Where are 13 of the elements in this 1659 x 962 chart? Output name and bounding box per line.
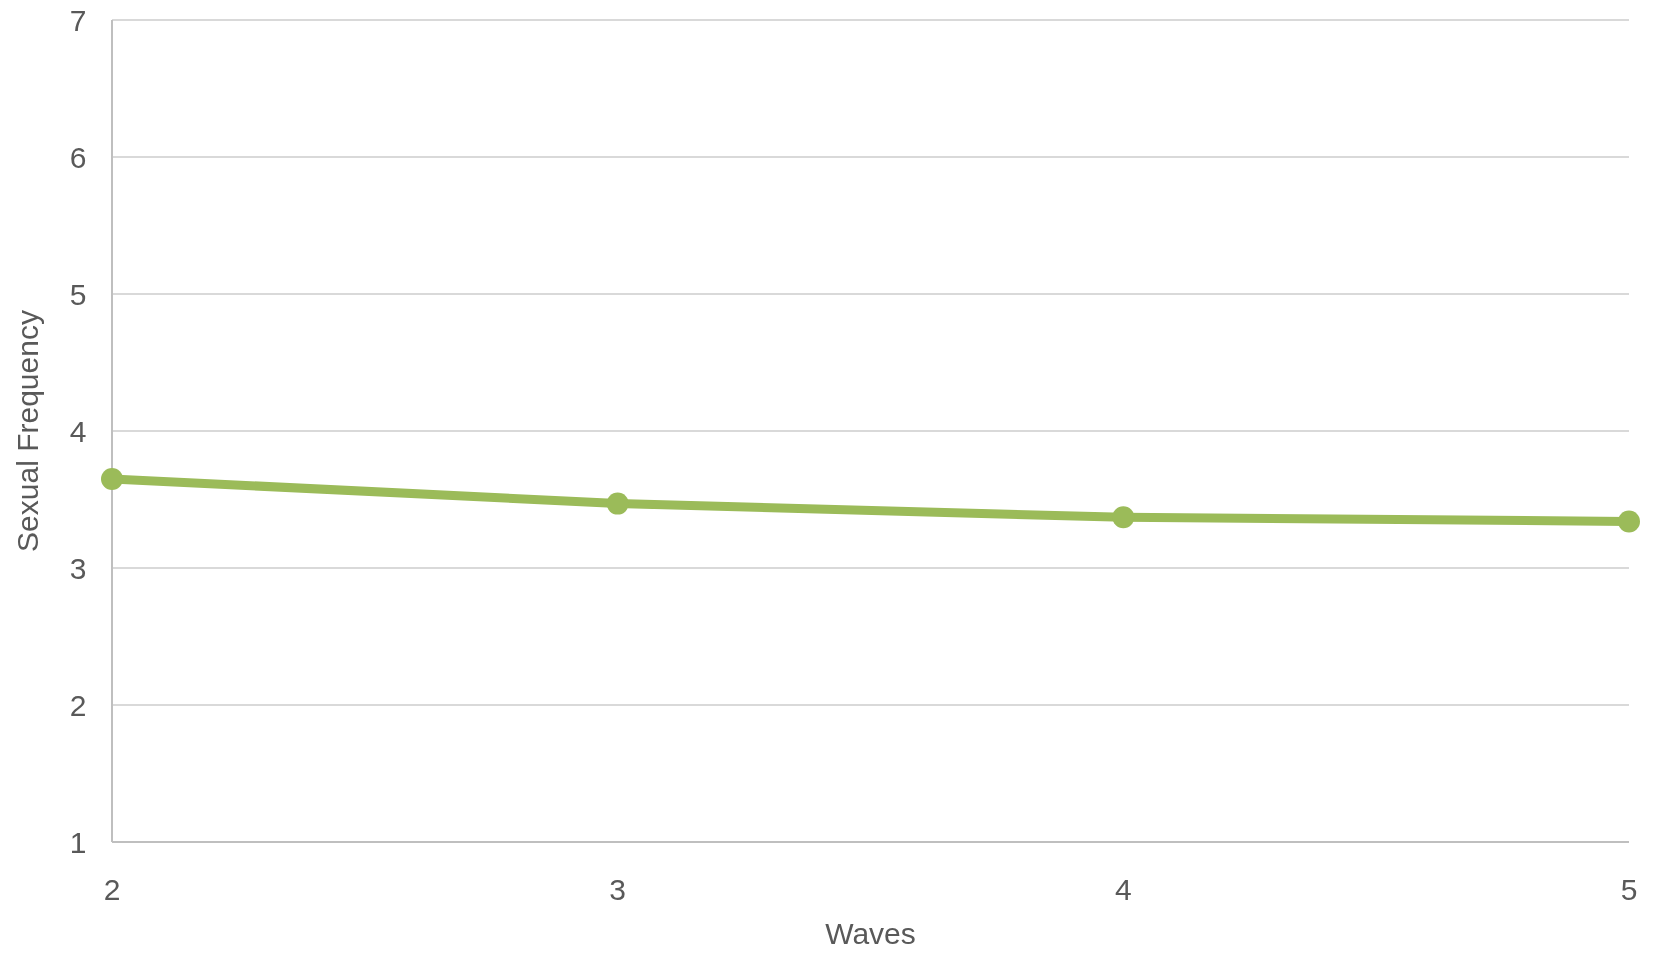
y-tick-label: 5 <box>69 277 87 311</box>
y-axis-title: Sexual Frequency <box>11 310 44 552</box>
x-tick-label: 3 <box>609 873 627 906</box>
y-tick-label: 4 <box>69 414 87 448</box>
y-tick-label: 1 <box>69 825 87 859</box>
x-tick-label: 2 <box>103 873 121 906</box>
y-tick-label: 2 <box>69 688 87 722</box>
y-tick-label: 6 <box>69 140 87 174</box>
x-axis-title: Waves <box>825 917 916 950</box>
y-tick-label: 7 <box>69 3 87 37</box>
x-tick-label: 4 <box>1114 873 1132 906</box>
y-tick-label: 3 <box>69 551 87 585</box>
x-tick-label: 5 <box>1620 873 1638 906</box>
